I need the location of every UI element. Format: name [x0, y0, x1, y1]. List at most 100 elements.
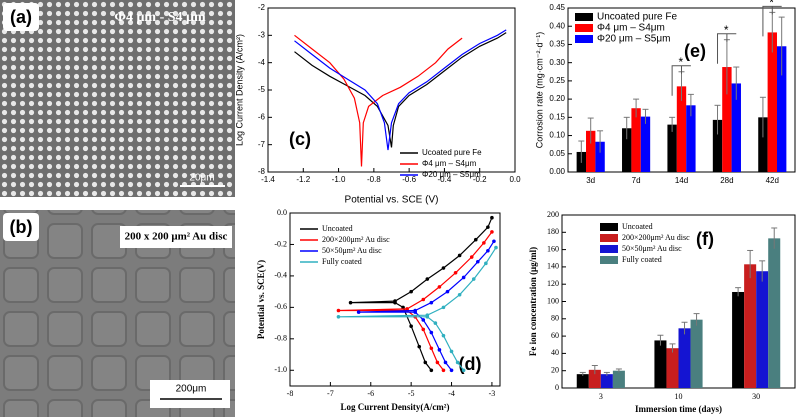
marker — [457, 292, 462, 297]
y-tick-label: -0.2 — [274, 239, 287, 248]
legend-swatch — [600, 256, 618, 264]
x-tick-label: 14d — [675, 176, 688, 185]
legend-label: Φ20 μm – S5μm — [597, 34, 670, 45]
y-tick-label: 0.30 — [549, 58, 565, 67]
legend-swatch — [575, 24, 593, 32]
y-tick-label: -2 — [258, 3, 266, 12]
marker — [401, 305, 405, 310]
marker — [441, 333, 446, 338]
series-line — [294, 34, 463, 167]
micrograph-a — [0, 0, 235, 197]
marker — [482, 241, 486, 245]
y-tick-label: 20 — [551, 366, 559, 375]
bar — [690, 319, 703, 388]
legend-swatch — [575, 13, 593, 21]
marker — [393, 299, 397, 303]
legend-label: Uncoated — [622, 222, 653, 231]
y-tick-label: 0.20 — [549, 94, 565, 103]
marker — [449, 368, 454, 373]
x-tick-label: -0.2 — [473, 175, 487, 184]
y-tick-label: 0.05 — [549, 149, 565, 158]
marker — [494, 245, 498, 250]
y-tick-label: 100 — [547, 296, 559, 305]
legend-label: Fully coated — [622, 255, 662, 264]
panel-label: (a) — [10, 7, 32, 27]
bar — [776, 46, 787, 173]
y-tick-label: 0.40 — [549, 21, 565, 30]
scale-label: 20μm — [189, 173, 214, 184]
panel-label: (f) — [696, 229, 714, 249]
legend-label: Φ4 μm – S4μm — [422, 159, 477, 168]
legend-label: 50×50μm² Au disc — [322, 246, 382, 255]
marker — [348, 300, 353, 305]
y-tick-label: -6 — [258, 112, 266, 121]
marker — [437, 285, 442, 289]
marker — [435, 360, 440, 365]
y-tick-label: 0.00 — [549, 167, 565, 176]
y-tick-label: 60 — [551, 331, 559, 340]
significance-bracket — [671, 65, 691, 96]
marker — [484, 261, 488, 266]
marker — [441, 305, 446, 310]
legend-label: Fully coated — [322, 257, 362, 266]
y-axis-label: Corrosion rate (mg·cm⁻²·d⁻¹) — [534, 32, 544, 149]
x-tick-label: 28d — [720, 176, 733, 185]
bar — [600, 374, 613, 388]
marker — [475, 259, 480, 264]
y-tick-label: 0.45 — [549, 3, 565, 12]
y-tick-label: 140 — [547, 262, 559, 271]
legend-label: 50×50μm² Au disc — [622, 244, 682, 253]
caption-box — [150, 380, 230, 408]
panel-label: (e) — [684, 41, 706, 61]
bar — [654, 340, 667, 388]
bar — [678, 328, 691, 388]
x-tick-label: -0.6 — [402, 175, 416, 184]
y-axis-label: Log Current Density (A/cm²) — [234, 34, 244, 146]
marker — [490, 230, 494, 234]
marker — [469, 255, 474, 259]
plot-frame — [289, 212, 501, 387]
x-axis-label: Immersion time (days) — [635, 404, 722, 414]
marker — [457, 253, 462, 258]
y-tick-label: -0.8 — [274, 334, 287, 343]
marker — [471, 277, 476, 281]
bar — [744, 264, 757, 388]
marker — [425, 277, 430, 281]
marker — [421, 297, 426, 302]
annotation: * — [769, 0, 774, 10]
significance-bracket — [717, 33, 737, 64]
bar — [732, 291, 745, 388]
marker — [421, 318, 426, 322]
marker — [443, 360, 448, 365]
y-tick-label: 0.35 — [549, 40, 565, 49]
series-line — [294, 32, 507, 148]
label-box — [3, 213, 39, 241]
y-tick-label: -7 — [258, 140, 266, 149]
marker — [405, 307, 409, 311]
marker — [336, 315, 341, 319]
x-tick-label: -4 — [448, 389, 455, 398]
annotation: * — [678, 55, 683, 69]
panel-label: (c) — [289, 129, 311, 149]
marker — [425, 313, 430, 318]
bar — [758, 117, 768, 172]
marker — [429, 346, 434, 351]
y-tick-label: -8 — [258, 167, 266, 176]
y-axis-label: Potential vs. SCE(V) — [256, 260, 266, 339]
y-tick-label: -3 — [258, 30, 266, 39]
x-tick-label: -3 — [489, 389, 496, 398]
marker — [429, 330, 434, 335]
marker — [421, 327, 426, 332]
legend-swatch — [600, 223, 618, 231]
marker — [461, 275, 466, 280]
bar — [767, 32, 777, 172]
legend-label: Φ4 μm – S4μm — [597, 23, 665, 34]
significance-bracket — [762, 5, 782, 37]
y-tick-label: -0.6 — [274, 302, 287, 311]
y-axis-label: Fe ion concentration (μg/ml) — [528, 247, 538, 356]
x-tick-label: 3 — [599, 392, 603, 401]
y-tick-label: 0.15 — [549, 112, 565, 121]
series-line — [294, 29, 507, 151]
series-line — [338, 231, 493, 371]
